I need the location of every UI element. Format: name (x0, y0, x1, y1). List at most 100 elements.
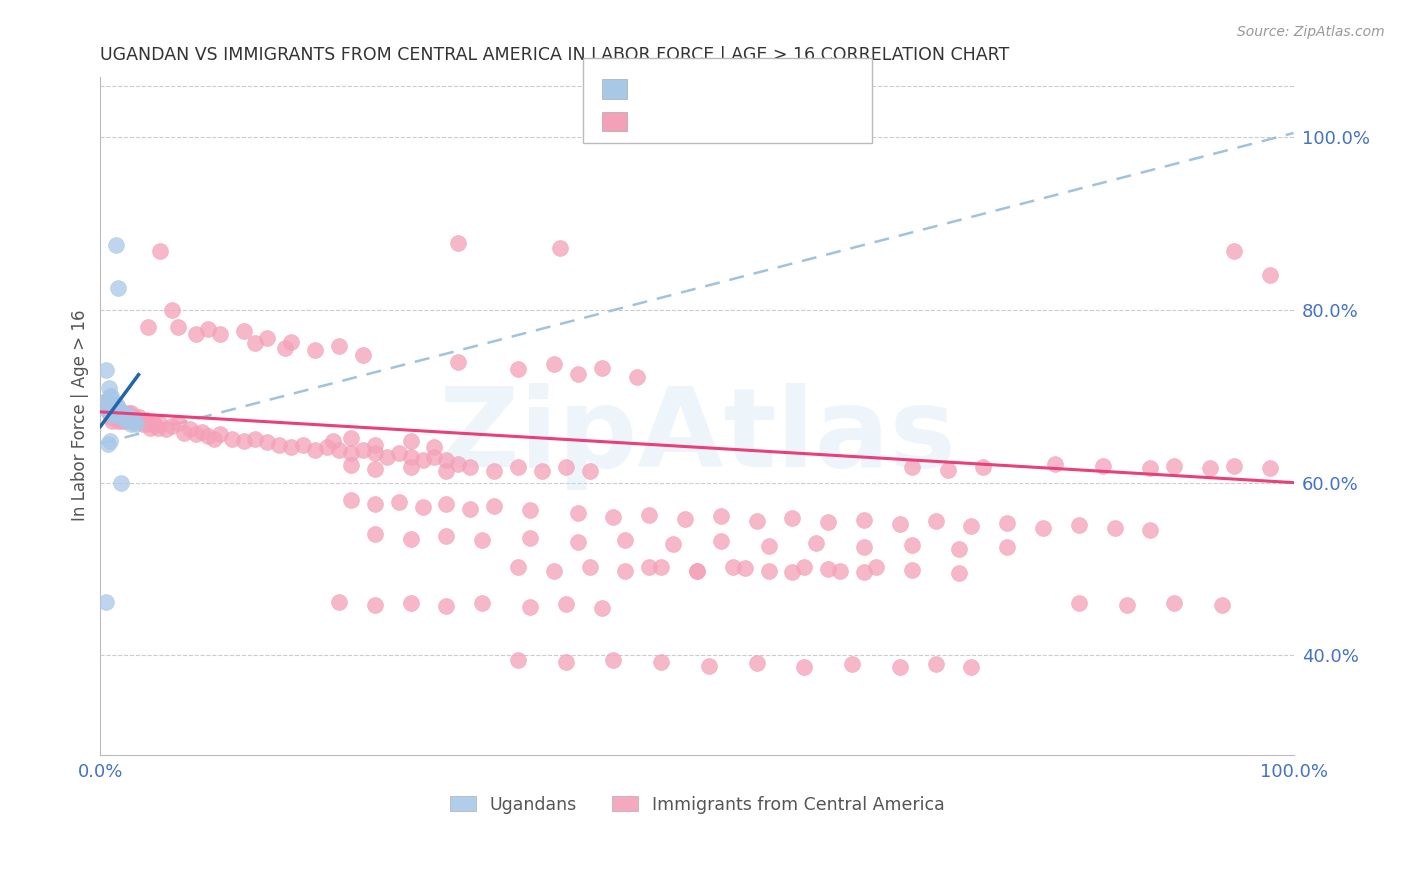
Point (120, 406, 142, 420)
Point (128, 410, 150, 425)
Point (101, 409, 124, 423)
Point (853, 566, 876, 580)
Point (155, 422, 177, 436)
Point (304, 343, 326, 357)
Point (554, 655, 576, 669)
Point (578, 464, 600, 478)
Point (352, 348, 374, 362)
Point (519, 531, 541, 545)
Point (554, 598, 576, 612)
Point (458, 460, 481, 475)
Point (142, 415, 165, 429)
Point (146, 421, 169, 435)
Point (591, 600, 613, 615)
Point (364, 527, 387, 541)
Point (96, 401, 118, 416)
Point (149, 244, 172, 259)
Point (112, 411, 135, 425)
Point (662, 537, 685, 551)
Point (602, 510, 624, 524)
Point (960, 518, 983, 533)
Text: R =: R = (636, 112, 672, 130)
Point (340, 458, 363, 473)
Point (399, 532, 422, 546)
Point (98, 434, 121, 449)
Point (98, 389, 121, 403)
Point (865, 560, 887, 574)
Point (122, 413, 145, 427)
Point (388, 446, 411, 460)
Point (107, 414, 129, 428)
Point (519, 503, 541, 517)
Point (115, 411, 138, 425)
Point (120, 413, 142, 427)
Point (506, 560, 529, 574)
Point (108, 405, 131, 419)
Point (543, 357, 565, 371)
Point (506, 652, 529, 666)
Point (114, 414, 136, 428)
Point (364, 446, 387, 460)
Point (280, 440, 302, 454)
Point (554, 460, 576, 475)
Point (506, 460, 529, 475)
Text: Source: ZipAtlas.com: Source: ZipAtlas.com (1237, 25, 1385, 39)
Point (173, 425, 195, 440)
Point (853, 541, 876, 555)
Point (103, 406, 125, 420)
Point (530, 464, 553, 478)
Point (948, 542, 970, 557)
Point (232, 434, 254, 449)
Point (104, 401, 127, 416)
Point (602, 652, 624, 666)
Point (853, 513, 876, 527)
Point (316, 440, 339, 454)
Point (388, 494, 411, 508)
Point (830, 564, 852, 578)
Point (96, 595, 118, 609)
Point (328, 339, 350, 353)
Point (399, 450, 422, 464)
Point (110, 475, 132, 490)
Point (995, 540, 1018, 554)
Point (793, 560, 815, 574)
Point (375, 450, 398, 464)
Point (841, 657, 863, 671)
Text: 36: 36 (773, 80, 796, 98)
Point (111, 405, 134, 419)
Point (482, 464, 505, 478)
Point (1032, 520, 1054, 534)
Text: R =: R = (636, 80, 672, 98)
Point (97, 381, 120, 395)
Point (340, 492, 363, 507)
Point (995, 516, 1018, 531)
Point (100, 410, 122, 425)
Point (245, 335, 267, 350)
Point (1067, 596, 1090, 610)
Point (105, 401, 128, 416)
Point (364, 598, 387, 612)
Point (122, 410, 145, 425)
Point (328, 595, 350, 609)
Point (721, 560, 744, 574)
Text: N=: N= (741, 80, 772, 98)
Point (710, 509, 733, 524)
Point (110, 406, 132, 420)
Point (399, 596, 422, 610)
Point (1163, 596, 1185, 610)
Point (900, 460, 922, 475)
Point (1258, 461, 1281, 475)
Point (567, 367, 589, 381)
Point (184, 327, 207, 342)
Point (120, 410, 142, 425)
Point (1043, 458, 1066, 472)
Point (1115, 598, 1137, 612)
Point (97, 393, 120, 408)
Point (758, 539, 780, 553)
Point (129, 414, 152, 428)
Point (104, 238, 127, 252)
Point (638, 508, 661, 522)
Point (399, 460, 422, 475)
Point (256, 330, 278, 344)
Point (458, 501, 481, 516)
